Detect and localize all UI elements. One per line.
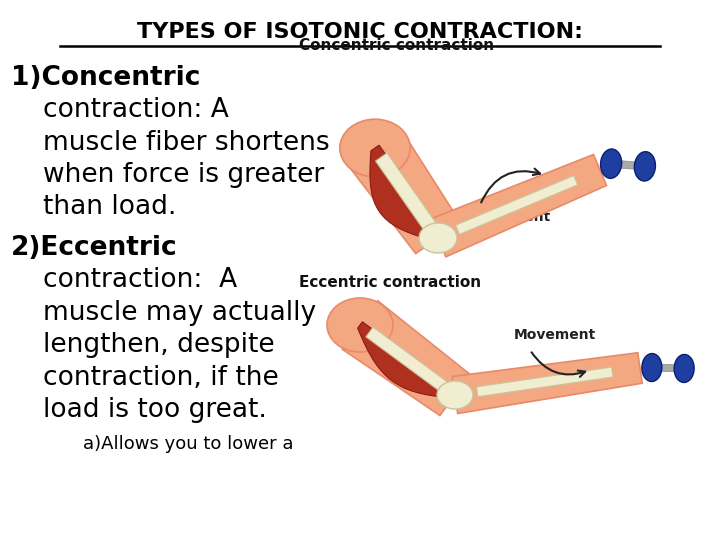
Text: a)Allows you to lower a: a)Allows you to lower a <box>83 435 293 453</box>
Text: contraction, if the: contraction, if the <box>43 364 279 390</box>
Text: muscle fiber shortens: muscle fiber shortens <box>43 130 330 156</box>
Polygon shape <box>430 154 606 257</box>
Polygon shape <box>477 367 613 397</box>
Polygon shape <box>608 160 648 170</box>
Text: 2)Eccentric: 2)Eccentric <box>11 235 177 261</box>
Text: muscle may actually: muscle may actually <box>43 300 316 326</box>
Ellipse shape <box>600 149 621 178</box>
FancyArrowPatch shape <box>531 352 585 377</box>
Polygon shape <box>366 327 447 392</box>
Ellipse shape <box>327 298 393 352</box>
Polygon shape <box>342 301 470 415</box>
Ellipse shape <box>634 152 655 181</box>
Text: load is too great.: load is too great. <box>43 397 267 423</box>
Text: contraction:  A: contraction: A <box>43 267 238 293</box>
Text: Eccentric contraction: Eccentric contraction <box>299 275 481 291</box>
Text: contraction: A: contraction: A <box>43 97 229 123</box>
Polygon shape <box>370 145 442 241</box>
Polygon shape <box>348 130 460 254</box>
Polygon shape <box>649 364 687 372</box>
Text: Movement: Movement <box>469 210 551 224</box>
Text: lengthen, despite: lengthen, despite <box>43 332 275 358</box>
Ellipse shape <box>674 354 694 382</box>
Polygon shape <box>358 322 457 398</box>
Ellipse shape <box>642 354 662 382</box>
Text: than load.: than load. <box>43 194 176 220</box>
Polygon shape <box>376 153 436 231</box>
Text: TYPES OF ISOTONIC CONTRACTION:: TYPES OF ISOTONIC CONTRACTION: <box>137 22 583 42</box>
Polygon shape <box>456 176 577 234</box>
Polygon shape <box>452 353 642 414</box>
Text: Movement: Movement <box>514 328 596 342</box>
Ellipse shape <box>340 119 410 177</box>
Text: 1)Concentric: 1)Concentric <box>11 65 200 91</box>
Text: Concentric contraction: Concentric contraction <box>299 38 494 53</box>
Ellipse shape <box>437 381 473 409</box>
FancyArrowPatch shape <box>481 168 540 202</box>
Ellipse shape <box>419 223 457 253</box>
Text: when force is greater: when force is greater <box>43 162 325 188</box>
